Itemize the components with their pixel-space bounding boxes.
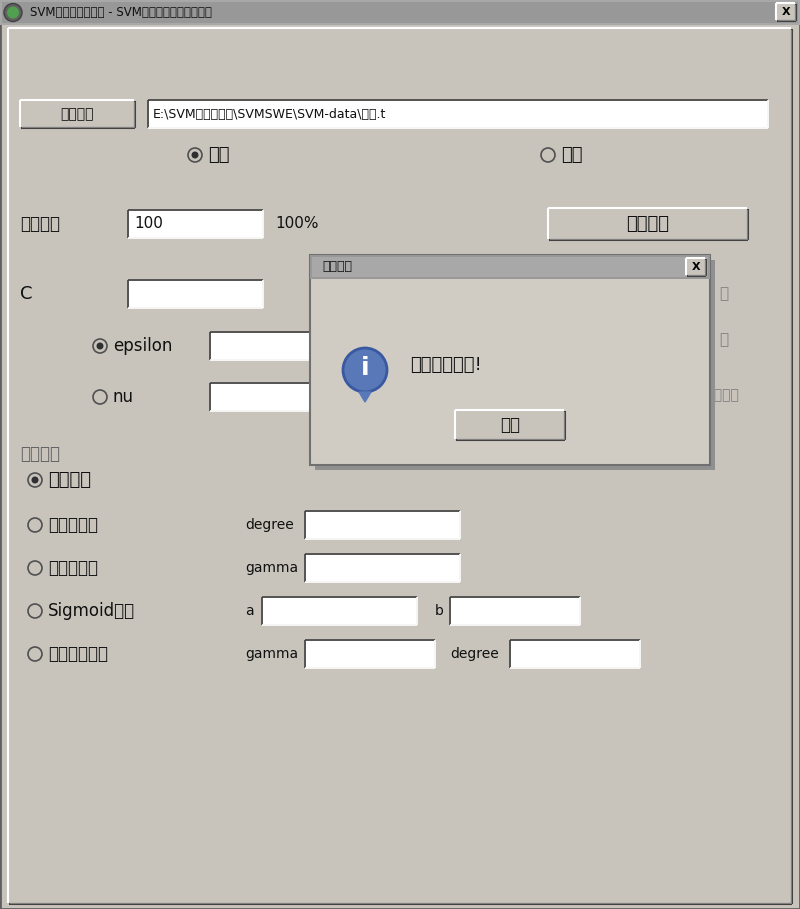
Text: degree: degree <box>245 518 294 532</box>
Bar <box>511 641 639 667</box>
Text: 回归: 回归 <box>208 146 230 164</box>
Text: E:\SVM可靠性评估\SVMSWE\SVM-data\训练.t: E:\SVM可靠性评估\SVMSWE\SVM-data\训练.t <box>153 107 386 121</box>
Text: 参数选择: 参数选择 <box>626 215 670 233</box>
Bar <box>315 260 715 470</box>
Text: Sigmoid函数: Sigmoid函数 <box>48 602 135 620</box>
Bar <box>310 255 710 465</box>
Text: 预 测: 预 测 <box>706 333 730 347</box>
Bar <box>306 555 459 581</box>
Text: 100: 100 <box>134 216 163 232</box>
Text: 运行次数: 运行次数 <box>20 215 60 233</box>
Text: 分类: 分类 <box>561 146 582 164</box>
Bar <box>455 410 565 440</box>
Text: 100%: 100% <box>275 216 318 232</box>
Bar <box>686 258 706 276</box>
Text: a: a <box>245 604 254 618</box>
Circle shape <box>28 604 42 618</box>
Text: nu: nu <box>113 388 134 406</box>
Bar <box>0 0 800 25</box>
Bar <box>306 641 434 667</box>
Circle shape <box>31 476 38 484</box>
Circle shape <box>28 647 42 661</box>
Text: SVM可靠性评估系统 - SVM太阳翼展开可靠性评估: SVM可靠性评估系统 - SVM太阳翼展开可靠性评估 <box>30 6 212 19</box>
Circle shape <box>93 390 107 404</box>
Bar <box>211 384 344 410</box>
Circle shape <box>343 348 387 392</box>
Text: b: b <box>435 604 444 618</box>
Text: epsilon: epsilon <box>113 337 172 355</box>
Text: C: C <box>20 285 33 303</box>
Text: gamma: gamma <box>245 561 298 575</box>
Text: 可靠性分析: 可靠性分析 <box>697 388 739 402</box>
Bar <box>263 598 416 624</box>
Circle shape <box>28 561 42 575</box>
Polygon shape <box>359 392 371 402</box>
Text: 导入文件: 导入文件 <box>61 107 94 121</box>
Text: 径向基函数: 径向基函数 <box>48 559 98 577</box>
Bar <box>149 101 767 127</box>
Bar <box>776 3 796 21</box>
Text: 方差分析函数: 方差分析函数 <box>48 645 108 663</box>
Text: 参数选择完毕!: 参数选择完毕! <box>410 356 482 374</box>
Circle shape <box>4 4 22 22</box>
Bar <box>2 2 798 23</box>
Circle shape <box>191 152 198 158</box>
Circle shape <box>188 148 202 162</box>
Circle shape <box>97 343 103 349</box>
Circle shape <box>28 518 42 532</box>
Text: i: i <box>361 356 370 380</box>
Bar <box>310 255 710 279</box>
Bar <box>129 281 262 307</box>
Bar <box>451 598 579 624</box>
Text: 确定: 确定 <box>500 416 520 434</box>
Circle shape <box>28 473 42 487</box>
Bar <box>20 100 135 128</box>
Text: 训 练: 训 练 <box>706 286 730 302</box>
Text: 内核函数: 内核函数 <box>20 445 60 463</box>
Circle shape <box>7 6 19 18</box>
Circle shape <box>93 339 107 353</box>
Text: X: X <box>782 7 790 17</box>
Bar <box>306 512 459 538</box>
Text: X: X <box>692 262 700 272</box>
Text: gamma: gamma <box>245 647 298 661</box>
Bar <box>129 211 262 237</box>
Bar <box>211 333 344 359</box>
Bar <box>548 208 748 240</box>
Text: degree: degree <box>450 647 498 661</box>
Text: 多项式函数: 多项式函数 <box>48 516 98 534</box>
Bar <box>312 257 708 277</box>
Text: 线性函数: 线性函数 <box>48 471 91 489</box>
Text: 提示信息: 提示信息 <box>322 261 352 274</box>
Circle shape <box>541 148 555 162</box>
